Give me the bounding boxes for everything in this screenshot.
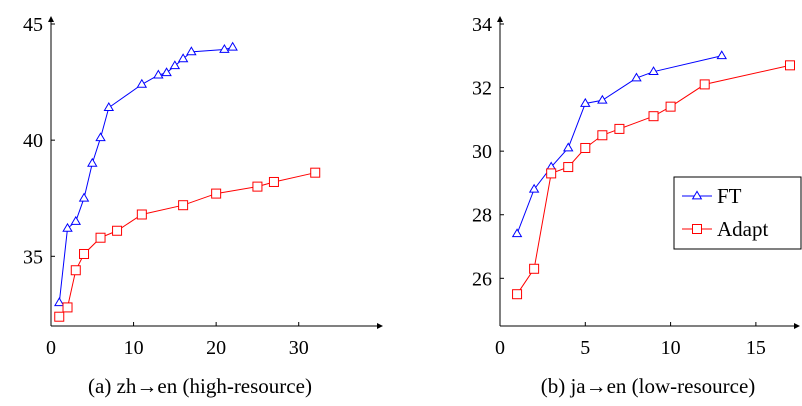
series-ft: [54, 41, 238, 307]
data-point-ft: [153, 69, 164, 79]
x-tick-label: 20: [206, 337, 226, 359]
data-point-adapt: [310, 167, 321, 178]
data-point-adapt: [62, 302, 73, 313]
x-tick-label: 0: [495, 337, 505, 359]
legend-entry-adapt: Adapt: [682, 217, 768, 241]
data-point-adapt: [95, 232, 106, 243]
y-tick-label: 40: [23, 130, 43, 152]
data-point-adapt: [563, 162, 574, 173]
data-point-ft: [597, 94, 608, 104]
legend: FT Adapt: [673, 176, 802, 250]
x-tick-label: 30: [289, 337, 309, 359]
data-point-adapt: [178, 200, 189, 211]
data-point-ft: [528, 183, 540, 193]
legend-entry-ft: FT: [682, 184, 742, 208]
y-tick-label: 30: [472, 141, 492, 163]
data-point-adapt: [136, 209, 147, 220]
legend-box: [673, 176, 802, 250]
panel-caption: (a) zh→en (high-resource): [88, 374, 312, 398]
data-point-adapt: [580, 142, 591, 153]
series-line-adapt: [58, 172, 316, 318]
x-tick-label: 10: [661, 337, 681, 359]
data-point-adapt: [54, 311, 65, 322]
data-point-adapt: [70, 265, 81, 276]
data-point-ft: [562, 142, 574, 152]
data-point-ft: [631, 72, 642, 82]
y-tick-label: 32: [472, 78, 492, 100]
data-point-ft: [161, 67, 172, 77]
data-point-adapt: [529, 263, 540, 274]
data-point-adapt: [785, 60, 795, 71]
y-axis-arrow: [497, 16, 503, 22]
y-tick-label: 34: [472, 14, 492, 36]
series-adapt: [512, 60, 795, 300]
data-point-adapt: [699, 79, 710, 90]
x-axis-arrow: [794, 323, 800, 329]
data-point-adapt: [614, 123, 625, 134]
data-point-ft: [177, 53, 189, 63]
panel-caption: (b) ja→en (low-resource): [541, 374, 756, 398]
data-point-adapt: [211, 188, 222, 199]
data-point-ft: [136, 78, 148, 88]
data-point-adapt: [512, 289, 523, 300]
data-point-adapt: [112, 225, 123, 236]
data-point-ft: [103, 102, 115, 111]
data-point-adapt: [268, 176, 279, 187]
data-point-ft: [95, 132, 106, 142]
x-tick-label: 10: [124, 337, 144, 359]
data-point-ft: [186, 46, 197, 56]
y-tick-label: 35: [23, 246, 43, 268]
legend-marker-triangle: [691, 190, 703, 200]
y-tick-label: 26: [472, 268, 492, 290]
data-point-adapt: [79, 248, 90, 259]
data-point-adapt: [252, 181, 263, 192]
series-adapt: [54, 167, 321, 322]
data-point-ft: [511, 228, 523, 238]
legend-label: Adapt: [717, 217, 768, 241]
legend-label: FT: [717, 184, 742, 208]
data-point-ft: [54, 297, 65, 307]
data-point-ft: [78, 192, 90, 202]
data-point-ft: [648, 66, 659, 76]
data-point-ft: [169, 60, 181, 70]
y-tick-label: 45: [23, 14, 43, 36]
x-tick-label: 5: [580, 337, 590, 359]
series-line-ft: [58, 46, 233, 303]
y-axis-arrow: [48, 16, 54, 22]
panel-a-zh-en: 0 10 20 30 35 40 45 (a) zh→en (high-resource): [23, 14, 383, 398]
data-point-ft: [716, 50, 728, 60]
data-point-adapt: [665, 101, 676, 112]
data-point-ft: [219, 43, 230, 53]
data-point-adapt: [597, 130, 608, 141]
x-axis-arrow: [377, 323, 383, 329]
legend-marker-square: [692, 224, 702, 234]
data-point-adapt: [648, 111, 659, 122]
y-tick-label: 28: [472, 205, 492, 227]
panel-b-ja-en: 0 5 10 15 26 28 30 32 34 (b) ja→en (low-resource)…: [472, 14, 802, 398]
data-point-ft: [227, 41, 238, 51]
data-point-ft: [87, 157, 98, 167]
data-point-adapt: [546, 168, 557, 179]
x-tick-label: 15: [746, 337, 766, 359]
x-tick-label: 0: [46, 337, 56, 359]
data-point-ft: [62, 222, 73, 232]
data-point-ft: [70, 215, 82, 225]
data-point-ft: [580, 97, 591, 107]
